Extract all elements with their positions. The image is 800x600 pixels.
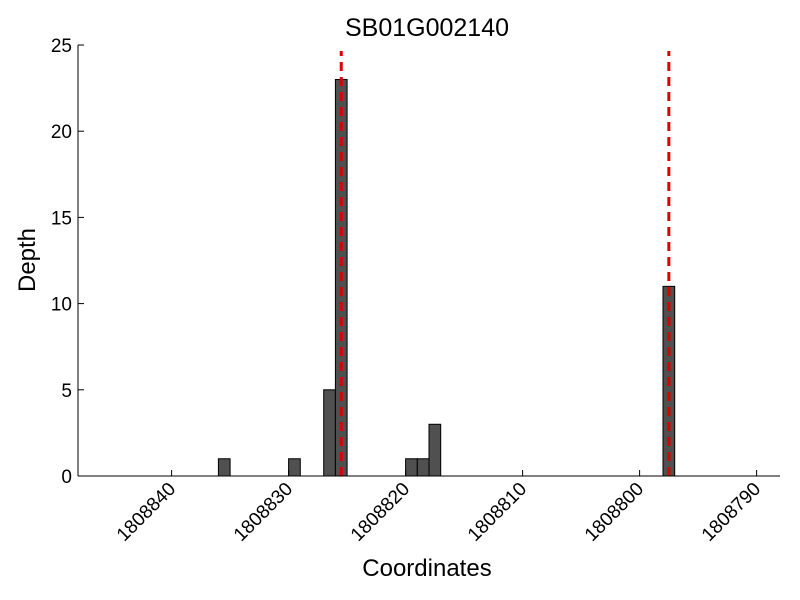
x-tick-label-1808840: 1808840 <box>113 479 180 546</box>
y-tick-label-10: 10 <box>51 295 72 316</box>
bar-4 <box>405 458 418 477</box>
chart-title: SB01G002140 <box>345 14 509 42</box>
x-tick-label-1808830: 1808830 <box>230 479 297 546</box>
x-tick-label-1808800: 1808800 <box>581 479 648 546</box>
y-tick-label-0: 0 <box>61 467 72 488</box>
x-tick-label-1808790: 1808790 <box>698 479 765 546</box>
bar-1 <box>288 458 301 477</box>
y-tick-label-25: 25 <box>51 36 72 57</box>
plot-area: 0 5 10 15 20 25 1808840 1808830 1808820 1808810 18… <box>51 36 780 546</box>
x-tick-label-1808810: 1808810 <box>464 479 531 546</box>
y-tick-label-15: 15 <box>51 208 72 229</box>
bar-6 <box>428 423 442 477</box>
x-axis-title: Coordinates <box>362 555 491 582</box>
y-axis-title: Depth <box>14 228 41 292</box>
bar-5 <box>416 458 430 477</box>
bar-2 <box>323 389 336 477</box>
y-tick-label-20: 20 <box>51 122 72 143</box>
bar-0 <box>217 458 231 477</box>
x-tick-label-1808820: 1808820 <box>347 479 414 546</box>
y-tick-label-5: 5 <box>61 381 72 402</box>
